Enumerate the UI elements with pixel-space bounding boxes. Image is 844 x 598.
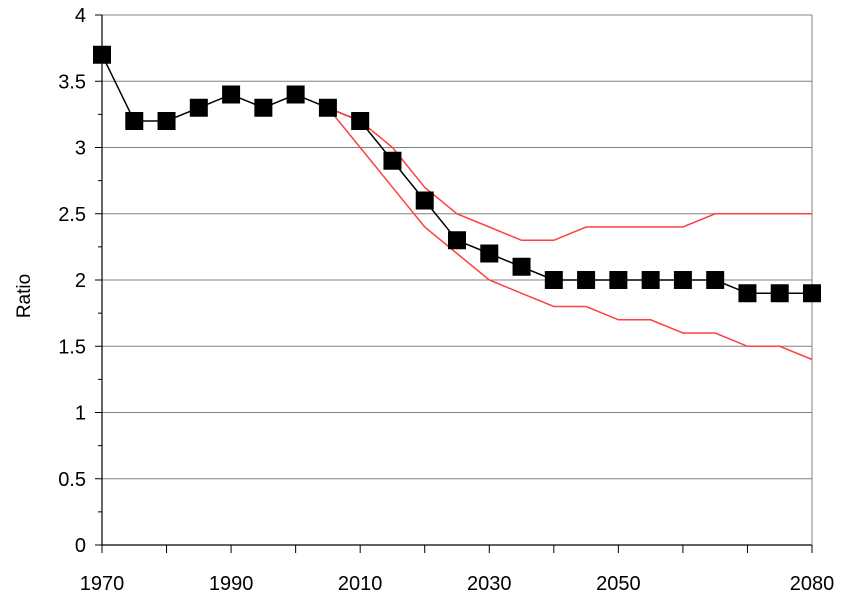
data-point-marker xyxy=(641,271,660,289)
x-tick-label: 1990 xyxy=(209,573,254,595)
series-layer xyxy=(93,45,821,361)
data-point-marker xyxy=(738,284,757,303)
data-point-marker xyxy=(706,271,725,289)
y-axis-title: Ratio xyxy=(14,274,35,318)
data-point-marker xyxy=(673,271,692,289)
data-point-marker xyxy=(93,45,111,64)
data-point-marker xyxy=(544,271,563,289)
y-tick-label: 2 xyxy=(75,270,86,292)
x-tick-label: 2080 xyxy=(790,573,835,595)
x-tick-label: 1970 xyxy=(80,573,125,595)
y-tick-label: 2.5 xyxy=(58,204,86,226)
lower-bound-line xyxy=(327,107,813,361)
data-point-marker xyxy=(480,244,499,263)
y-tick-label: 3 xyxy=(75,138,86,160)
data-point-marker xyxy=(254,98,273,117)
x-tick-label: 2030 xyxy=(467,573,512,595)
tick-labels: 0 0.5 1 1.5 2 2.5 3 3.5 4 1970 1990 2010 2030 2050 208… xyxy=(58,5,834,595)
data-point-marker xyxy=(286,85,305,104)
data-point-marker xyxy=(189,98,208,117)
data-point-marker xyxy=(415,191,434,210)
data-point-marker xyxy=(125,112,144,130)
upper-bound-line xyxy=(327,107,812,242)
x-tick-label: 2010 xyxy=(338,573,383,595)
y-tick-label: 4 xyxy=(75,5,86,27)
data-point-marker xyxy=(577,271,596,289)
axes xyxy=(95,14,813,553)
data-point-marker xyxy=(770,284,789,303)
data-point-marker xyxy=(803,284,821,303)
y-tick-label: 0.5 xyxy=(58,469,86,491)
data-point-marker xyxy=(351,112,370,130)
data-point-marker xyxy=(448,231,466,250)
data-point-marker xyxy=(512,257,531,276)
x-tick-label: 2050 xyxy=(596,573,641,595)
data-point-marker xyxy=(383,151,402,170)
y-tick-label: 1.5 xyxy=(58,336,86,358)
y-tick-label: 1 xyxy=(75,403,86,425)
data-point-marker xyxy=(157,112,176,130)
data-point-marker xyxy=(609,271,628,289)
data-point-marker xyxy=(222,85,241,104)
data-point-marker xyxy=(318,98,337,117)
central-series-line xyxy=(101,54,812,295)
y-tick-label: 0 xyxy=(75,535,86,557)
y-tick-label: 3.5 xyxy=(58,71,86,93)
